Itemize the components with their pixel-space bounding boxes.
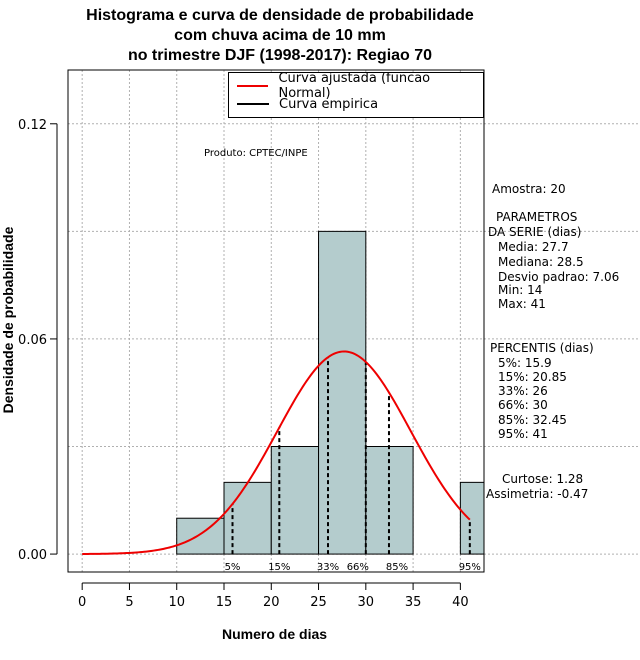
y-tick-label-2: 0.12	[18, 118, 47, 133]
stat-p66: 66%: 30	[498, 398, 548, 412]
legend-label-empirical: Curva empirica	[279, 96, 379, 112]
x-tick-label-30: 30	[358, 595, 375, 610]
percentile-label-4: 85%	[386, 562, 408, 573]
percentile-label-0: 5%	[225, 562, 241, 573]
x-tick-label-15: 15	[216, 595, 233, 610]
y-tick-label-0: 0.00	[18, 548, 47, 563]
legend-swatch-empirical	[237, 103, 269, 105]
percentile-label-5: 95%	[459, 562, 481, 573]
y-tick-label-1: 0.06	[18, 333, 47, 348]
stat-perc-title: PERCENTIS (dias)	[490, 341, 594, 355]
stat-p5: 5%: 15.9	[498, 356, 552, 370]
legend-item-empirical: Curva empirica	[237, 95, 378, 113]
fitted-normal-curve	[82, 350, 471, 555]
stat-desvio: Desvio padrao: 7.06	[498, 270, 620, 284]
curve-layer	[82, 350, 471, 555]
stat-p85: 85%: 32.45	[498, 413, 567, 427]
chart-title-line-1: Histograma e curva de densidade de proba…	[86, 7, 474, 24]
x-tick-label-20: 20	[263, 595, 280, 610]
stat-mediana: Mediana: 28.5	[498, 255, 584, 269]
stat-amostra: Amostra: 20	[492, 182, 566, 196]
histogram-bar-1	[223, 481, 272, 555]
stat-media: Media: 27.7	[498, 240, 569, 254]
x-tick-label-10: 10	[168, 595, 185, 610]
legend-swatch-fitted	[237, 85, 269, 87]
histogram-bar-0	[176, 517, 225, 555]
x-tick-label-25: 25	[310, 595, 327, 610]
histogram-bar-6	[459, 481, 485, 555]
legend-item-fitted: Curva ajustada (funcao Normal)	[237, 71, 483, 101]
stat-p33: 33%: 26	[498, 384, 548, 398]
stat-p95: 95%: 41	[498, 427, 548, 441]
x-axis-title: Numero de dias	[222, 626, 328, 642]
stat-assimetria: Assimetria: -0.47	[486, 487, 589, 501]
percentile-lines-layer: 5% 15% 33% 66% 85% 95%	[225, 357, 481, 573]
y-axis-title: Densidade de probabilidade	[0, 226, 16, 414]
stat-param-title-2: DA SERIE (dias)	[488, 225, 582, 239]
percentile-label-2: 33%	[317, 562, 339, 573]
x-tick-label-40: 40	[452, 595, 469, 610]
chart-title-line-3: no trimestre DJF (1998-2017): Regiao 70	[127, 47, 433, 64]
chart-title-line-2: com chuva acima de 10 mm	[174, 27, 386, 44]
plot-frame	[67, 69, 485, 573]
x-tick-label-5: 5	[125, 595, 133, 610]
percentile-label-1: 15%	[268, 562, 290, 573]
bars-layer	[176, 230, 485, 555]
legend: Curva ajustada (funcao Normal) Curva emp…	[228, 71, 484, 118]
x-tick-label-35: 35	[405, 595, 422, 610]
stat-p15: 15%: 20.85	[498, 370, 567, 384]
stat-param-title-1: PARAMETROS	[496, 210, 578, 224]
stat-min: Min: 14	[498, 283, 543, 297]
axis-layer: 0 5 10 15 20 25 30 35 40 0.00 0.06 0.12	[18, 118, 469, 610]
stat-max: Max: 41	[498, 297, 546, 311]
histogram-bar-3	[318, 230, 367, 555]
producer-note: Produto: CPTEC/INPE	[204, 148, 308, 159]
stat-curtose: Curtose: 1.28	[502, 472, 584, 486]
legend-label-fitted: Curva ajustada (funcao Normal)	[278, 71, 431, 101]
percentile-label-3: 66%	[347, 562, 369, 573]
x-tick-label-0: 0	[78, 595, 86, 610]
